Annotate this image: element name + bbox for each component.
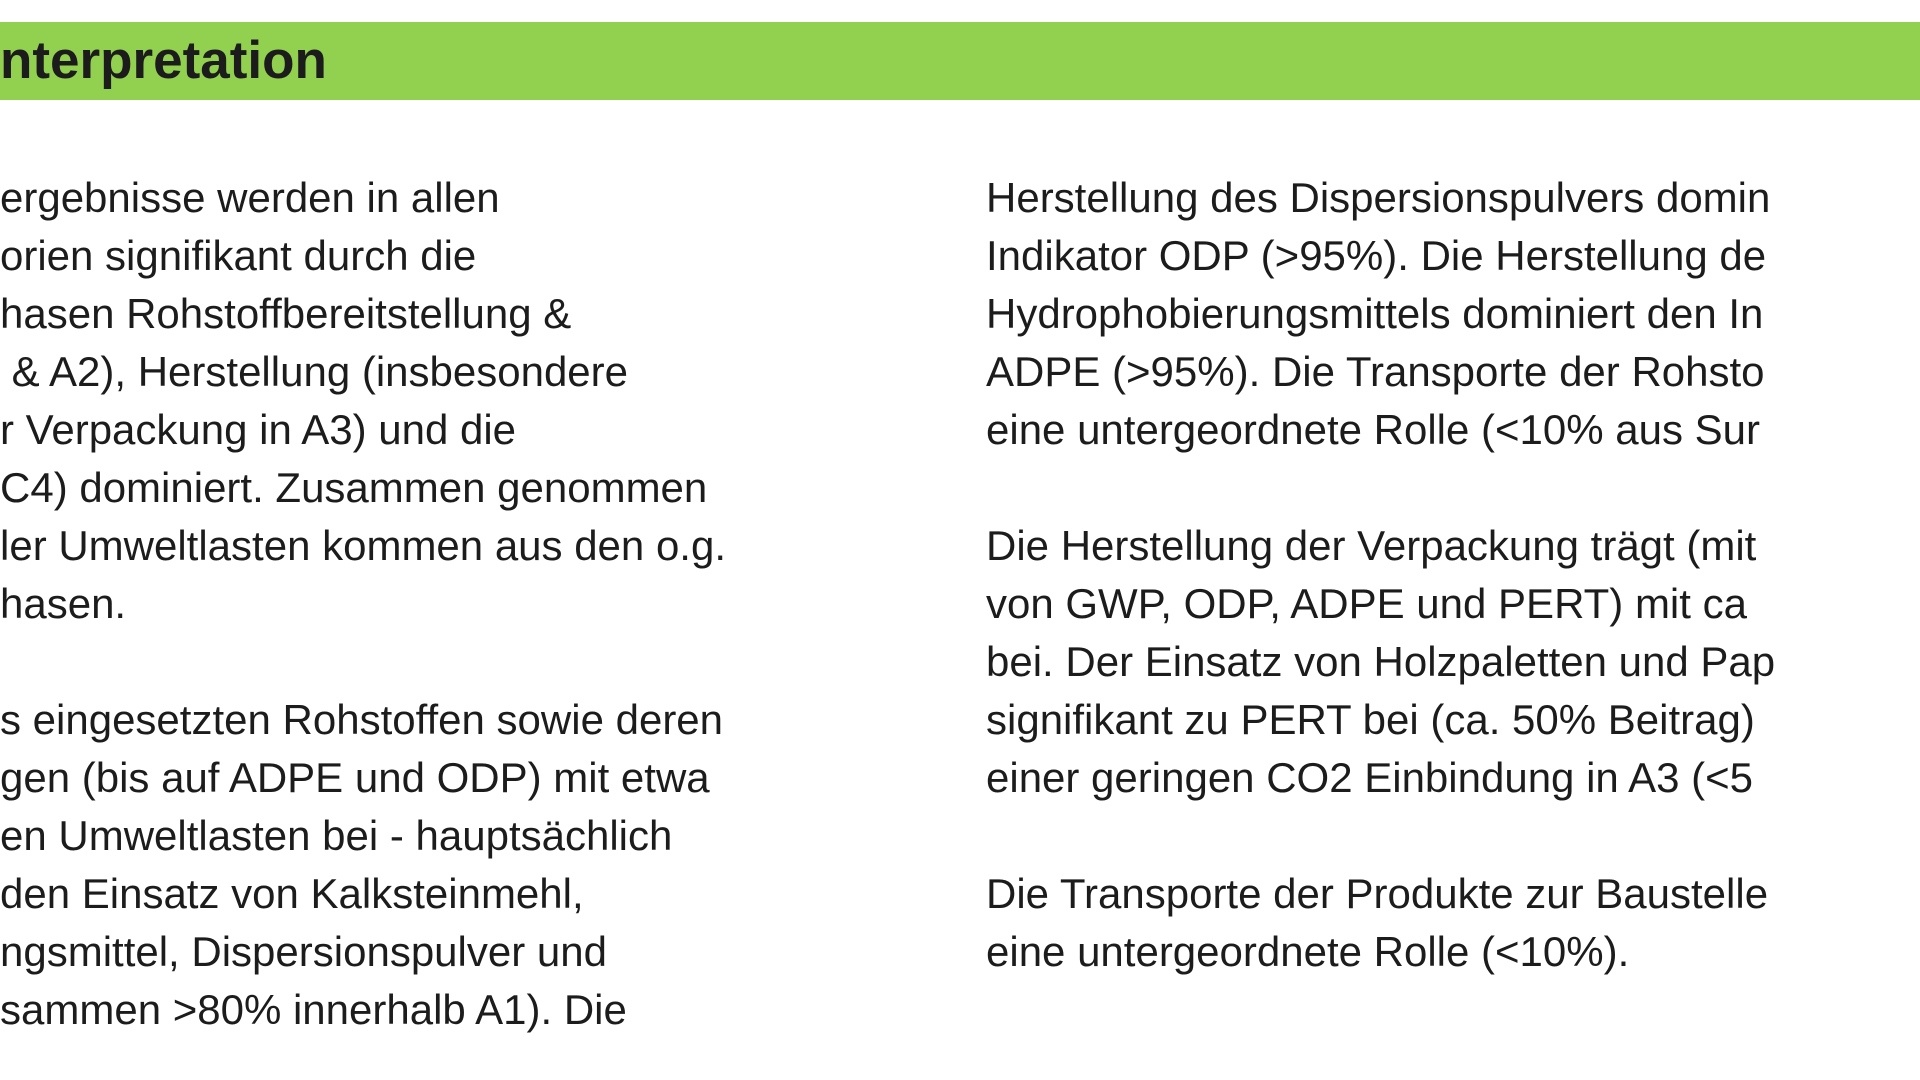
paragraph: ergebnisse werden in allen orien signifik… <box>0 169 960 633</box>
text-line: den Einsatz von Kalksteinmehl, <box>0 870 584 917</box>
text-line: en Umweltlasten bei - hauptsächlich <box>0 812 673 859</box>
text-line: ler Umweltlasten kommen aus den o.g. <box>0 522 726 569</box>
paragraph: Die Herstellung der Verpackung trägt (mi… <box>986 517 1920 807</box>
text-line: r Verpackung in A3) und die <box>0 406 517 453</box>
section-heading: nterpretation <box>0 31 327 90</box>
text-line: eine untergeordnete Rolle (<10% aus Sur <box>986 406 1761 453</box>
text-line: gen (bis auf ADPE und ODP) mit etwa <box>0 754 710 801</box>
text-line: orien signifikant durch die <box>0 232 477 279</box>
text-line: eine untergeordnete Rolle (<10%). <box>986 928 1630 975</box>
paragraph: Herstellung des Dispersionspulvers domin… <box>986 169 1920 459</box>
text-line: von GWP, ODP, ADPE und PERT) mit ca <box>986 580 1747 627</box>
paragraph: Die Transporte der Produkte zur Baustell… <box>986 865 1920 981</box>
text-line: signifikant zu PERT bei (ca. 50% Beitrag… <box>986 696 1755 743</box>
text-line: sammen >80% innerhalb A1). Die <box>0 986 627 1033</box>
text-line: ergebnisse werden in allen <box>0 174 500 221</box>
text-line: C4) dominiert. Zusammen genommen <box>0 464 708 511</box>
text-line: ngsmittel, Dispersionspulver und <box>0 928 607 975</box>
text-line: hasen. <box>0 580 127 627</box>
text-line: Indikator ODP (>95%). Die Herstellung de <box>986 232 1767 279</box>
text-line: Hydrophobierungsmittels dominiert den In <box>986 290 1764 337</box>
text-line: & A2), Herstellung (insbesondere <box>0 348 629 395</box>
text-line: hasen Rohstoffbereitstellung & <box>0 290 572 337</box>
text-line: Die Transporte der Produkte zur Baustell… <box>986 870 1769 917</box>
text-line: bei. Der Einsatz von Holzpaletten und Pa… <box>986 638 1776 685</box>
text-line: Die Herstellung der Verpackung trägt (mi… <box>986 522 1757 569</box>
heading-bar <box>0 22 1920 100</box>
paragraph: s eingesetzten Rohstoffen sowie deren gen… <box>0 691 960 1039</box>
text-line: s eingesetzten Rohstoffen sowie deren <box>0 696 724 743</box>
text-line: Herstellung des Dispersionspulvers domin <box>986 174 1771 221</box>
text-line: ADPE (>95%). Die Transporte der Rohsto <box>986 348 1765 395</box>
text-column: ergebnisse werden in allen orien signifik… <box>0 169 960 1080</box>
text-line: einer geringen CO2 Einbindung in A3 (<5 <box>986 754 1754 801</box>
text-column: Herstellung des Dispersionspulvers domin… <box>986 169 1920 1039</box>
